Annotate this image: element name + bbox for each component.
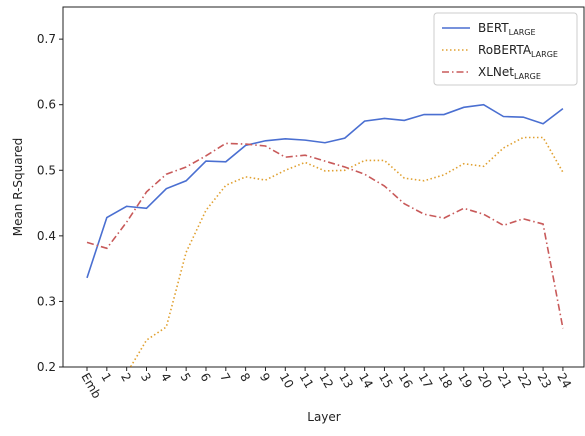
- y-tick-label: 0.6: [37, 98, 56, 112]
- x-tick-label: 1: [98, 371, 114, 385]
- plot-area: [86, 103, 564, 367]
- legend-label: RoBERTALARGE: [478, 43, 558, 59]
- x-tick-label: 5: [178, 371, 194, 385]
- x-tick-label: 22: [515, 371, 535, 391]
- x-tick-label: 15: [376, 371, 396, 391]
- legend-name: RoBERTA: [478, 43, 532, 57]
- x-tick-label: 24: [554, 371, 574, 391]
- x-tick-label: 16: [396, 371, 416, 391]
- legend-box: [433, 12, 578, 86]
- y-tick-label: 0.3: [37, 294, 56, 308]
- x-tick-label: 20: [475, 371, 495, 391]
- series-line: [86, 103, 564, 279]
- series-line: [86, 142, 564, 329]
- x-tick-label: 13: [336, 371, 356, 391]
- legend-subscript: LARGE: [509, 28, 536, 37]
- y-tick-label: 0.2: [37, 360, 56, 374]
- x-tick-label: 21: [495, 371, 515, 391]
- y-tick-label: 0.5: [37, 163, 56, 177]
- x-tick-label: 14: [356, 371, 376, 391]
- legend-label: BERTLARGE: [478, 21, 536, 37]
- x-tick-label: 4: [158, 371, 174, 385]
- x-tick-label: 19: [455, 371, 475, 391]
- x-tick-label: 9: [257, 371, 273, 385]
- legend-subscript: LARGE: [514, 72, 541, 81]
- legend-subscript: LARGE: [531, 50, 558, 59]
- x-tick-label: 10: [277, 371, 297, 391]
- legend-name: XLNet: [478, 65, 514, 79]
- x-tick-label: Emb: [78, 371, 104, 401]
- legend-label: XLNetLARGE: [478, 65, 541, 81]
- legend-name: BERT: [478, 21, 509, 35]
- series-line: [129, 136, 564, 367]
- y-axis-label: Mean R-Squared: [11, 138, 25, 237]
- x-tick-label: 17: [416, 371, 436, 391]
- x-tick-label: 7: [217, 371, 233, 385]
- x-tick-label: 3: [138, 371, 154, 385]
- plot-frame: [62, 6, 585, 368]
- x-axis-label: Layer: [307, 410, 341, 424]
- x-tick-label: 2: [118, 371, 134, 385]
- y-tick-label: 0.4: [37, 229, 56, 243]
- y-tick-label: 0.7: [37, 32, 56, 46]
- x-tick-label: 11: [297, 371, 317, 391]
- x-tick-label: 8: [237, 371, 253, 385]
- x-tick-label: 18: [435, 371, 455, 391]
- x-tick-label: 6: [197, 371, 213, 385]
- x-tick-label: 12: [316, 371, 336, 391]
- x-tick-label: 23: [534, 371, 554, 391]
